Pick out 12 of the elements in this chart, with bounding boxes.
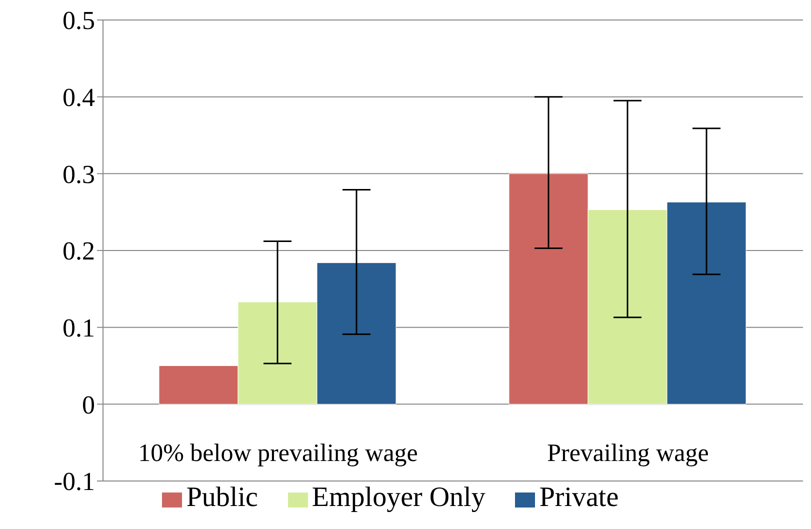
y-tick-label: 0.1 — [62, 314, 95, 343]
legend-label: Employer Only — [312, 482, 486, 513]
y-tick-label: -0.1 — [54, 467, 95, 496]
y-tick-label: 0.2 — [62, 236, 95, 266]
y-tick-label: 0.3 — [62, 160, 95, 189]
y-tick-label: 0.4 — [62, 83, 95, 112]
y-tick-label: 0.5 — [62, 6, 95, 36]
x-tick-label: Prevailing wage — [547, 440, 709, 467]
legend-label: Public — [186, 482, 258, 513]
x-tick-label: 10% below prevailing wage — [138, 440, 418, 467]
y-tick-label: 0 — [82, 390, 95, 420]
legend-label: Private — [539, 482, 619, 513]
